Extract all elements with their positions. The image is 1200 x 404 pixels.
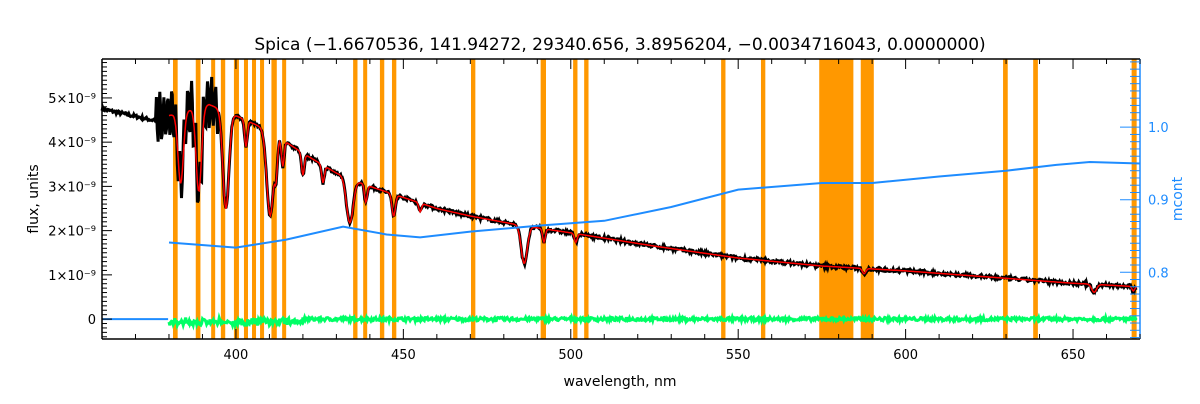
y-tick-label: 4×10⁻⁹ xyxy=(48,136,96,151)
masked-band xyxy=(721,59,726,339)
y-tick-label: 2×10⁻⁹ xyxy=(48,225,96,240)
x-tick-label: 650 xyxy=(1061,348,1086,363)
masked-band xyxy=(1033,59,1038,339)
masked-band xyxy=(282,59,287,339)
masked-band xyxy=(379,59,385,339)
mcont-line xyxy=(168,160,1141,249)
masked-band xyxy=(760,59,766,339)
masked-band xyxy=(584,59,589,339)
residual-line xyxy=(167,311,1138,331)
masked-band xyxy=(860,59,874,339)
x-tick-label: 450 xyxy=(391,348,416,363)
masked-band xyxy=(260,59,265,339)
masked-band xyxy=(172,59,178,339)
masked-band xyxy=(252,59,257,339)
masked-band xyxy=(233,59,239,339)
series-group xyxy=(100,76,1141,331)
masked-band xyxy=(1131,59,1137,339)
x-tick-label: 400 xyxy=(224,348,249,363)
masked-band xyxy=(1003,59,1008,339)
y-tick-label: 5×10⁻⁹ xyxy=(48,92,96,107)
x-tick-label: 550 xyxy=(726,348,751,363)
masked-band xyxy=(243,59,248,339)
model-flux-line xyxy=(168,103,1138,294)
masked-band xyxy=(470,59,476,339)
y-tick-label: 3×10⁻⁹ xyxy=(48,180,96,195)
masked-band xyxy=(271,59,277,339)
chart-title: Spica (−1.6670536, 141.94272, 29340.656,… xyxy=(254,35,985,55)
masked-band xyxy=(211,59,216,339)
masked-band xyxy=(573,59,578,339)
y2-tick-label: 1.0 xyxy=(1148,121,1169,136)
observed-flux-line xyxy=(100,76,1138,296)
masked-band xyxy=(819,59,854,339)
x-tick-label: 600 xyxy=(893,348,918,363)
y-tick-label: 0 xyxy=(88,313,96,328)
masked-band xyxy=(220,59,226,339)
y-axis-label: flux, units xyxy=(26,164,42,233)
axes: 400 450 500 550 600 650 0 1×10⁻⁹ 2×10⁻⁹ 3×10⁻⁹ 4×1… xyxy=(48,58,1169,363)
masked-bands xyxy=(172,59,1137,339)
x-axis-label: wavelength, nm xyxy=(564,374,677,390)
y2-axis-label: mcont xyxy=(1170,176,1186,221)
masked-band xyxy=(540,59,546,339)
y-tick-label: 1×10⁻⁹ xyxy=(48,269,96,284)
masked-band xyxy=(391,59,397,339)
y2-tick-label: 0.8 xyxy=(1148,266,1169,281)
y2-tick-label: 0.9 xyxy=(1148,194,1169,209)
x-tick-label: 500 xyxy=(558,348,583,363)
